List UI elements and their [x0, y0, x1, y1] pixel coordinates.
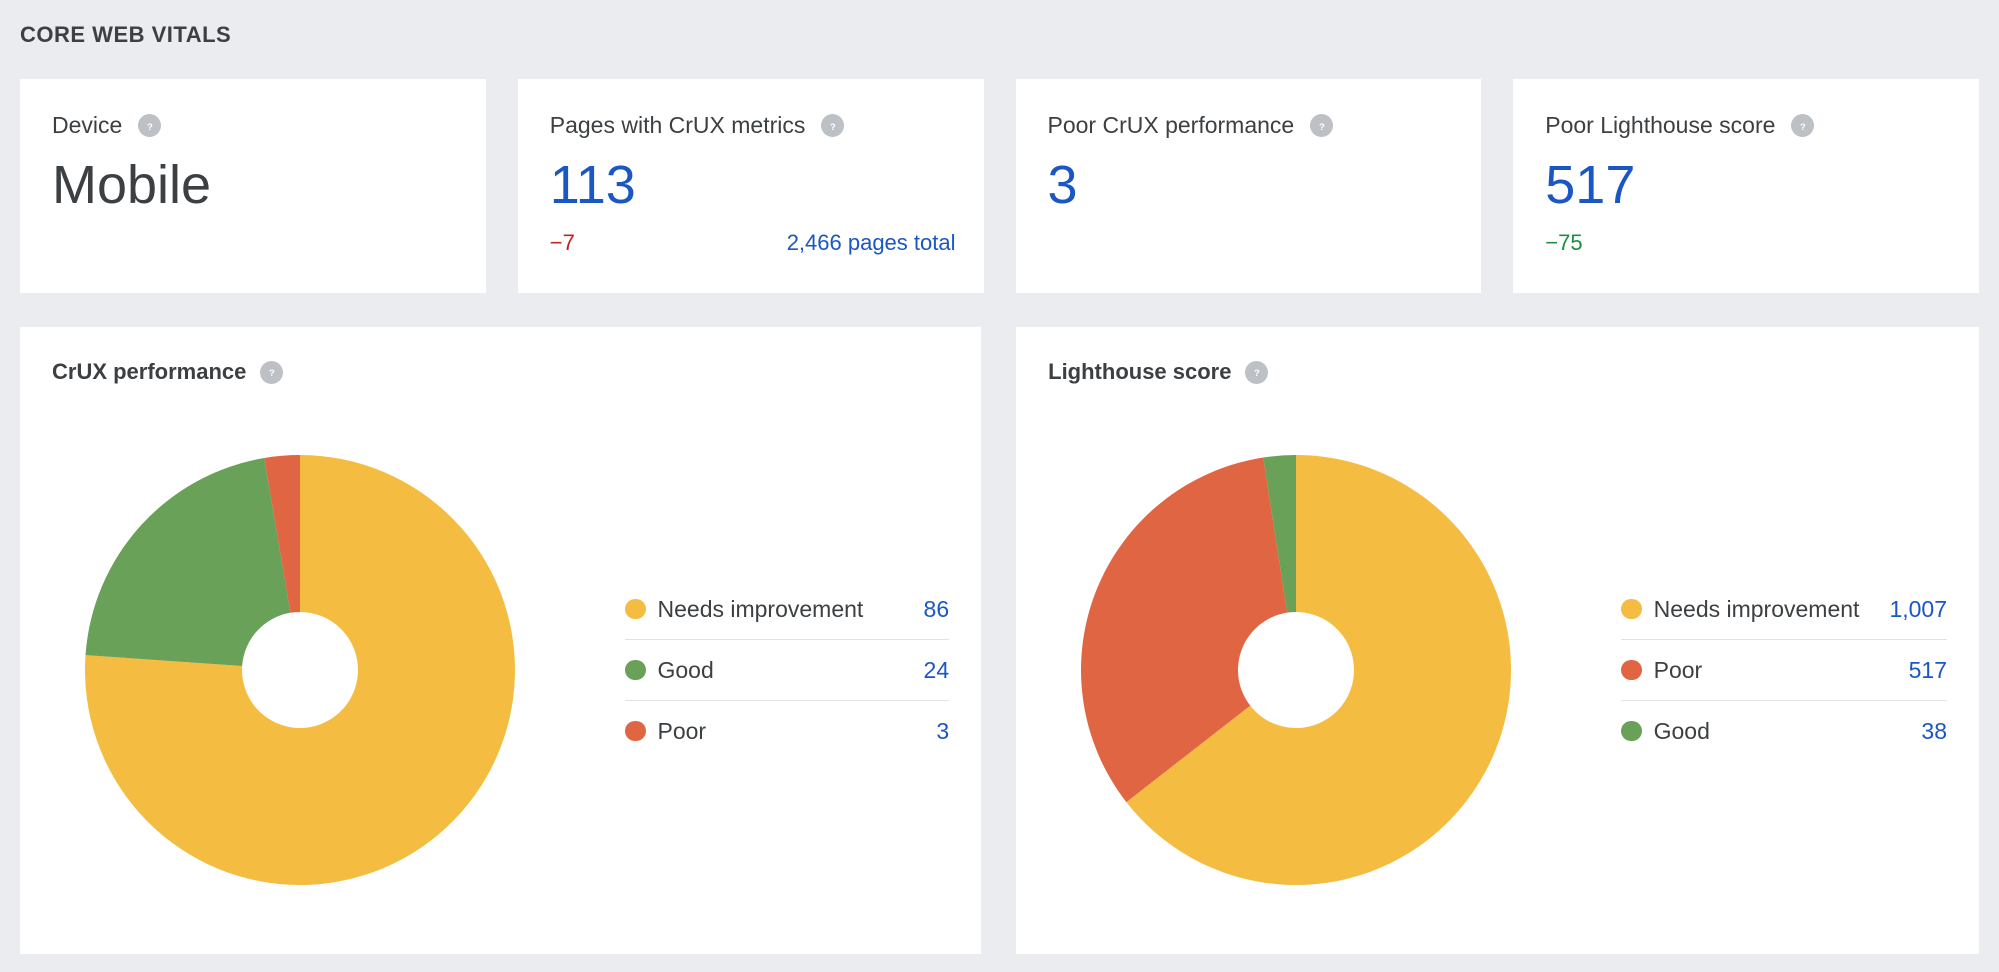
svg-text:?: ? — [269, 368, 275, 379]
svg-text:?: ? — [147, 121, 153, 132]
svg-text:?: ? — [830, 121, 836, 132]
svg-text:?: ? — [1254, 368, 1260, 379]
svg-text:?: ? — [1319, 121, 1325, 132]
svg-text:?: ? — [1800, 121, 1806, 132]
